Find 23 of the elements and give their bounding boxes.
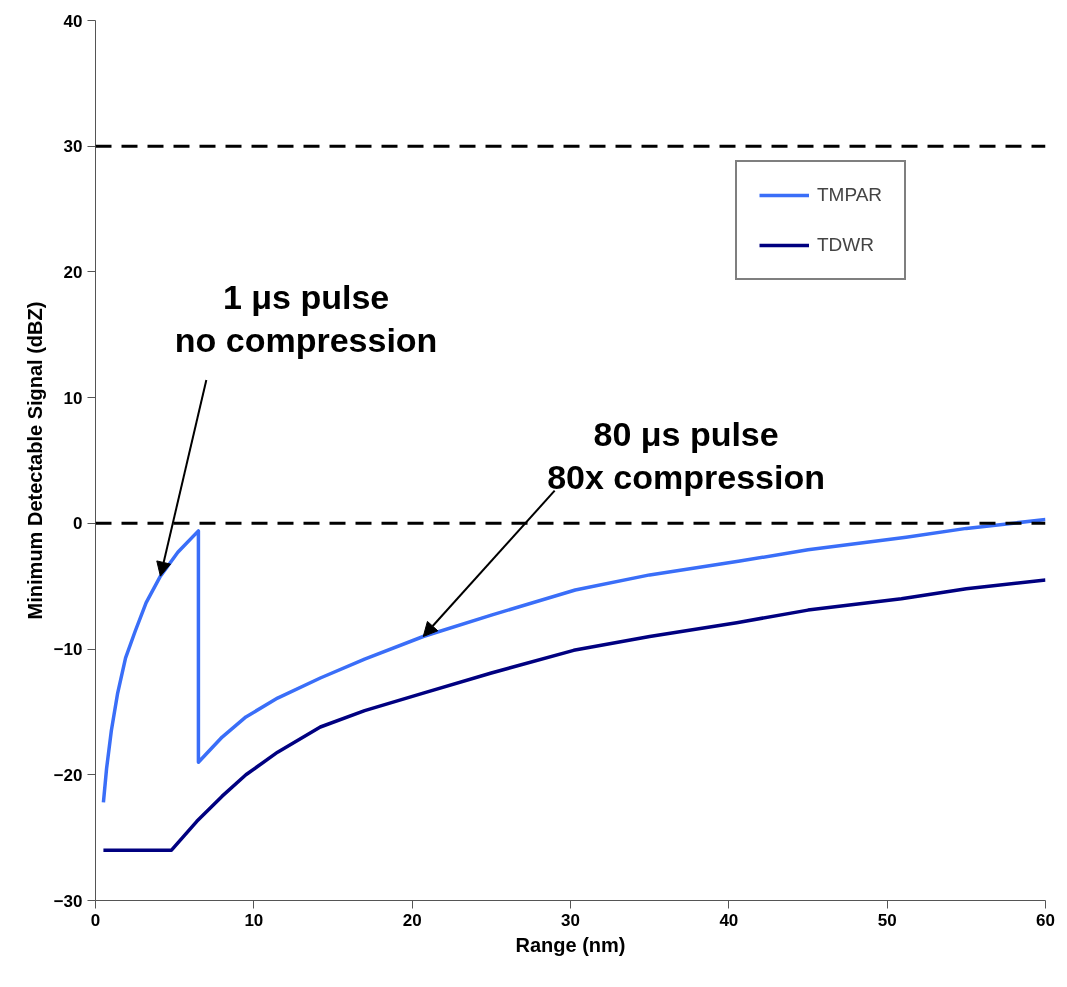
x-tick-label: 20 (402, 910, 422, 930)
line-series (101, 578, 1046, 852)
y-tick-label: −20 (53, 765, 83, 785)
legend-label: TMPAR (817, 184, 883, 206)
y-tick-label: 40 (63, 11, 83, 31)
annotation: 80 μs pulse 80x compression (547, 414, 825, 497)
legend-label: TDWR (817, 234, 874, 256)
y-tick-label: 20 (63, 262, 83, 282)
line-series (101, 517, 1046, 805)
x-tick-label: 60 (1036, 910, 1055, 930)
annotation: 1 μs pulse no compression (174, 277, 438, 360)
y-axis-title: Minimum Detectable Signal (dBZ) (23, 301, 46, 620)
y-tick-label: −10 (53, 640, 83, 660)
y-tick-label: 0 (73, 514, 83, 534)
x-tick-label: 30 (561, 910, 580, 930)
x-axis-title: Range (nm) (515, 933, 626, 956)
x-tick-label: 0 (90, 910, 101, 930)
y-tick-label: 10 (63, 388, 83, 408)
y-tick-label: −30 (53, 891, 83, 911)
x-tick-label: 10 (244, 910, 264, 930)
y-tick-label: 30 (63, 137, 83, 157)
x-tick-label: 40 (719, 910, 739, 930)
x-tick-label: 50 (877, 910, 897, 930)
